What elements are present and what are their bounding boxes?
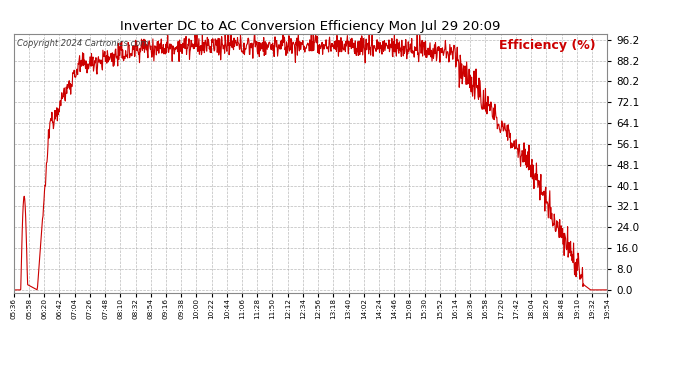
Text: Efficiency (%): Efficiency (%) xyxy=(499,39,595,52)
Text: Copyright 2024 Cartronics.com: Copyright 2024 Cartronics.com xyxy=(17,39,148,48)
Title: Inverter DC to AC Conversion Efficiency Mon Jul 29 20:09: Inverter DC to AC Conversion Efficiency … xyxy=(120,20,501,33)
